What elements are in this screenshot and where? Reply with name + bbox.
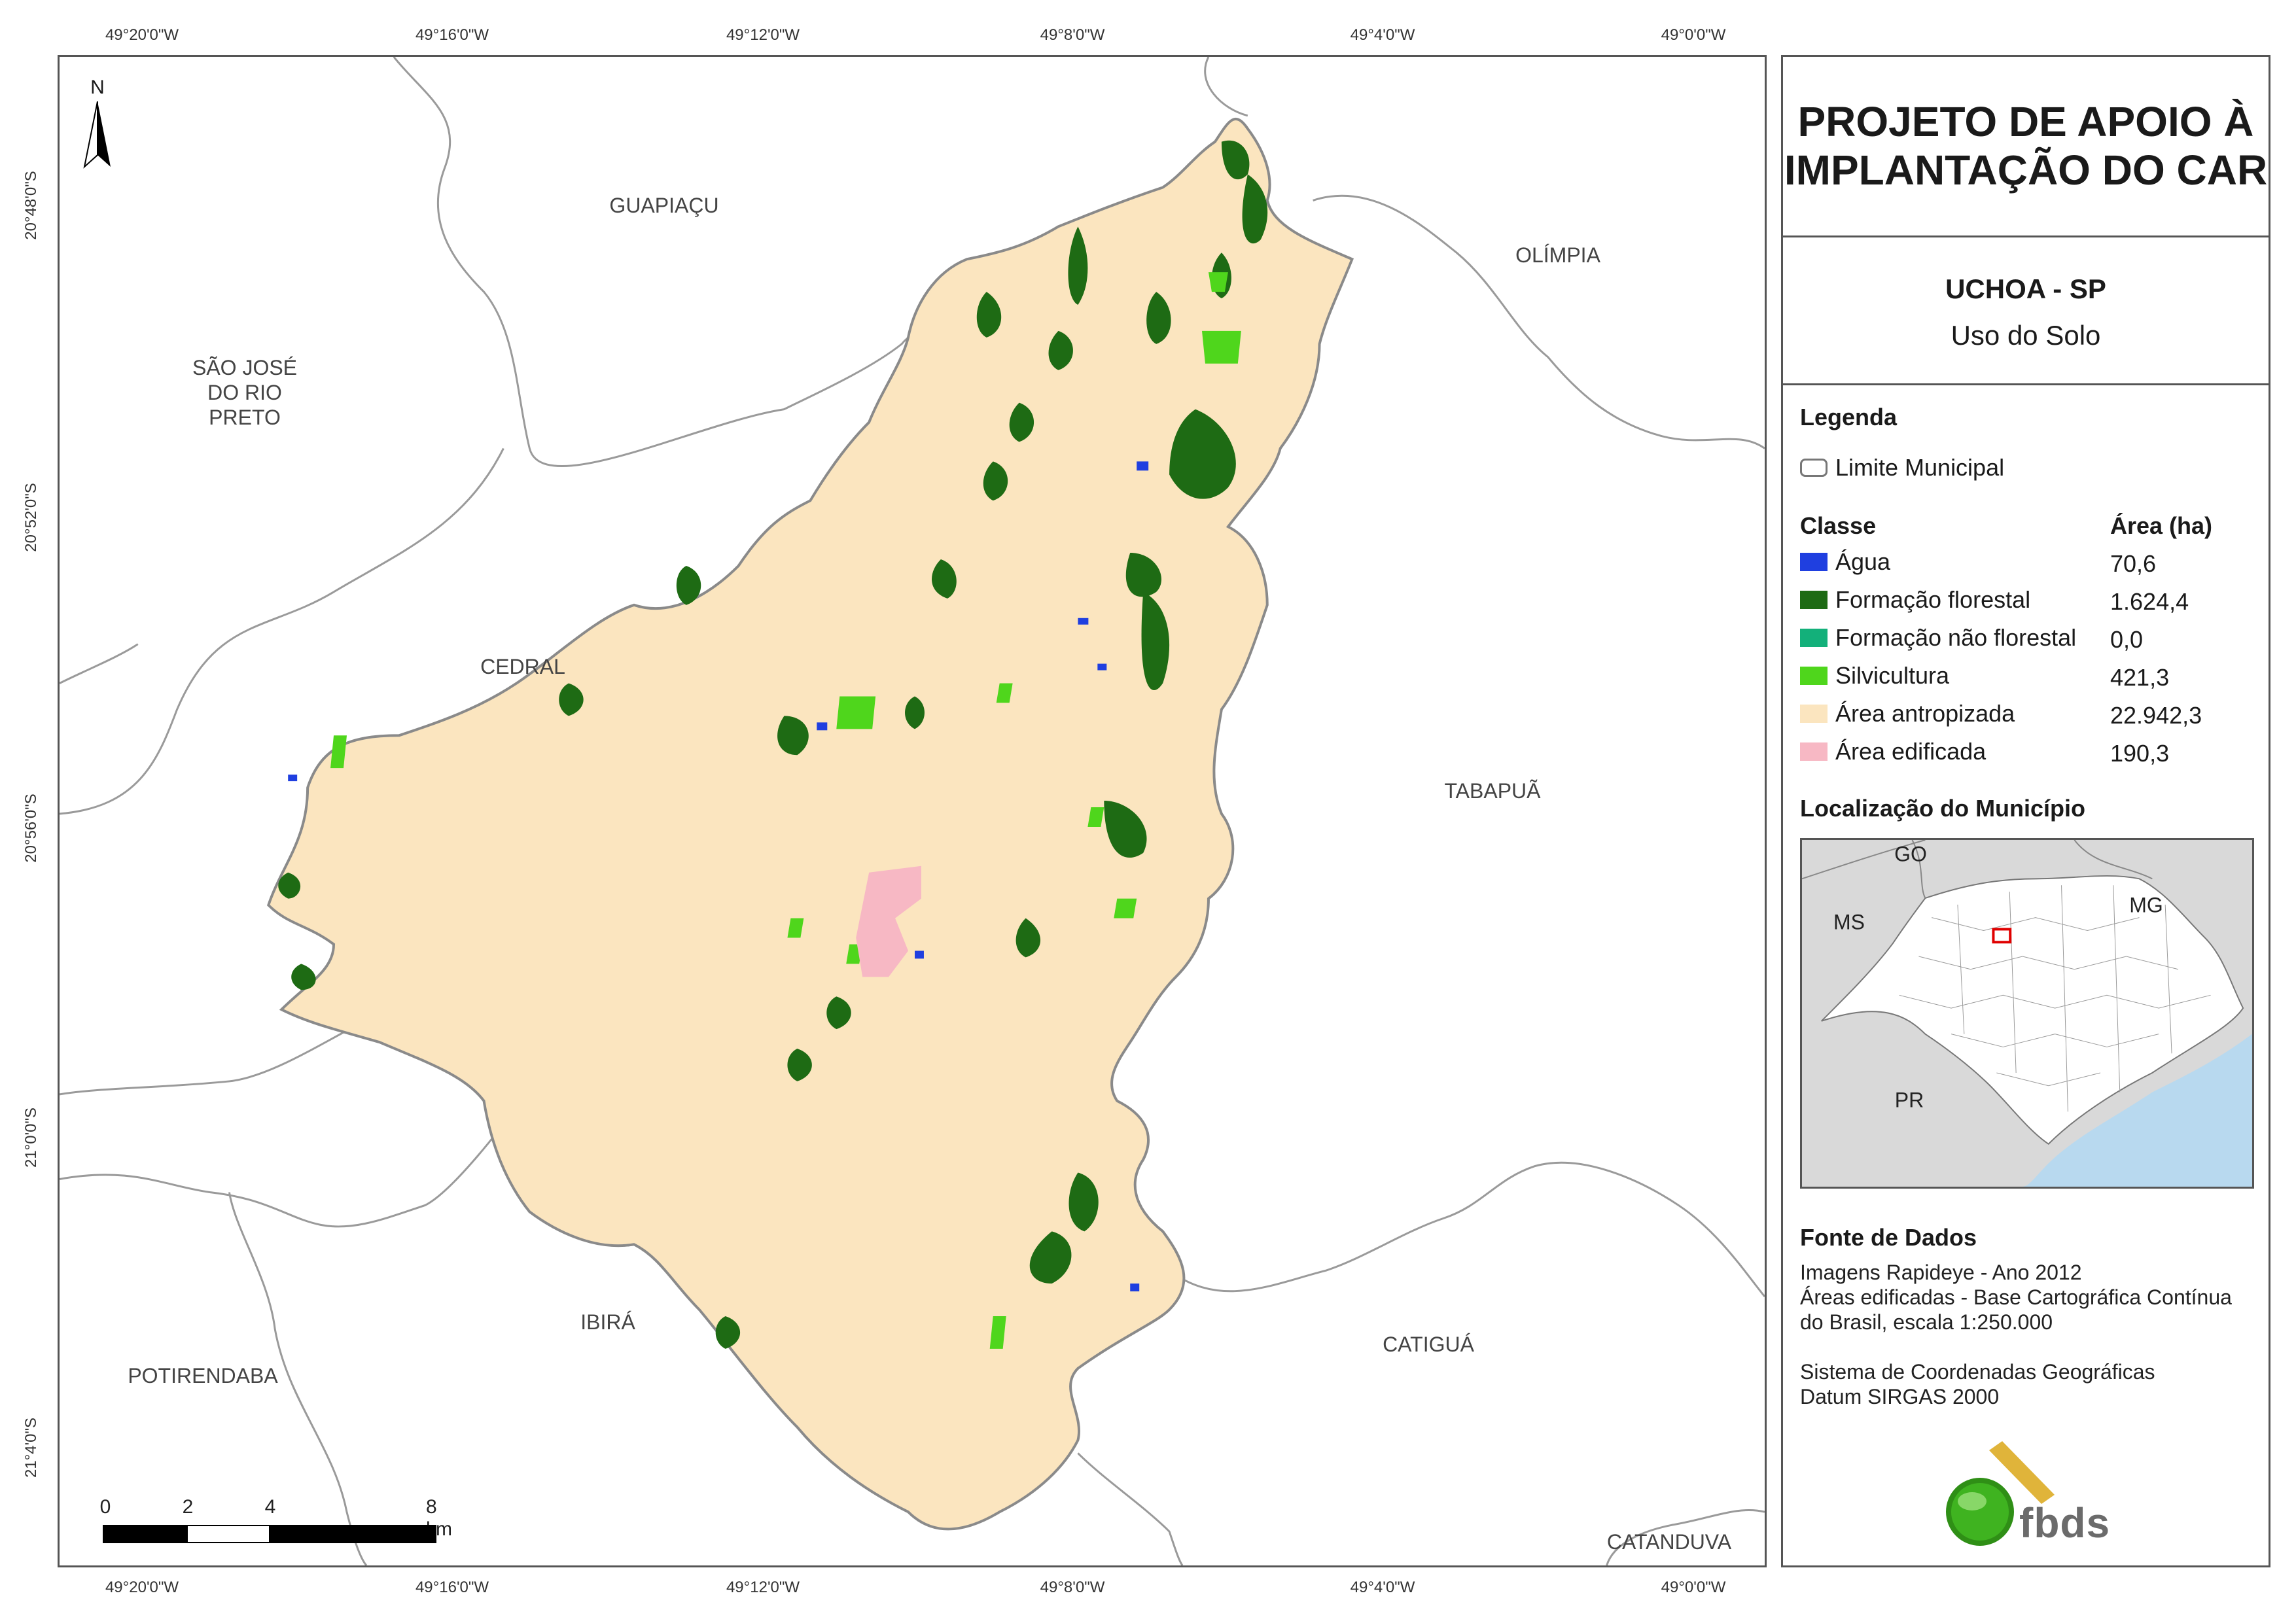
coord-bottom-5: 49°4'0"W	[1350, 1579, 1415, 1596]
silviculture-patches	[330, 272, 1241, 1349]
location-inset-map[interactable]: GO MS MG PR	[1800, 838, 2254, 1189]
label-sao-jose-3: PRETO	[209, 405, 281, 429]
legend-label-area-antropizada: Área antropizada	[1835, 700, 2015, 727]
legend-row-agua: Água	[1800, 548, 1891, 575]
sources-heading: Fonte de Dados	[1800, 1224, 1977, 1251]
fbds-logo: fbds	[1943, 1439, 2133, 1550]
legend-area-area-edificada: 190,3	[2110, 740, 2170, 767]
coord-top-3: 49°12'0"W	[726, 26, 800, 44]
legend-row-area-antropizada: Área antropizada	[1800, 700, 2015, 727]
scale-bar: 0 2 4 8 km	[79, 1496, 452, 1548]
inset-highlight-box	[1992, 928, 2012, 944]
coord-top-4: 49°8'0"W	[1040, 26, 1105, 44]
label-ibira: IBIRÁ	[580, 1310, 635, 1334]
legend-row-formacao-florestal: Formação florestal	[1800, 586, 2031, 613]
label-olimpia: OLÍMPIA	[1515, 243, 1600, 267]
swatch-area-antropizada	[1800, 705, 1828, 723]
legend-row-formacao-nao-florestal: Formação não florestal	[1800, 624, 2077, 651]
legend-area-area-antropizada: 22.942,3	[2110, 702, 2202, 729]
source-line-1: Imagens Rapideye - Ano 2012	[1800, 1261, 2082, 1284]
area-heading: Área (ha)	[2110, 512, 2213, 539]
label-cedral: CEDRAL	[480, 654, 565, 678]
inset-map-graphic	[1802, 840, 2252, 1187]
limit-label: Limite Municipal	[1835, 454, 2005, 481]
scale-label-2: 2	[182, 1496, 194, 1518]
water-bodies	[288, 461, 1149, 1292]
scale-segment-2	[186, 1525, 270, 1543]
source-line-2: Áreas edificadas - Base Cartográfica Con…	[1800, 1285, 2232, 1309]
uchoa-boundary	[266, 118, 1354, 1531]
swatch-formacao-nao-florestal	[1800, 629, 1828, 647]
title-line-2: IMPLANTAÇÃO DO CAR	[1784, 146, 2268, 194]
legend-label-formacao-nao-florestal: Formação não florestal	[1835, 624, 2077, 651]
inset-label-ms: MS	[1833, 910, 1865, 934]
scale-label-4: 4	[264, 1496, 276, 1518]
fbds-logo-text: fbds	[2019, 1499, 2111, 1546]
legend-area-silvicultura: 421,3	[2110, 664, 2170, 691]
swatch-area-edificada	[1800, 742, 1828, 761]
class-heading: Classe	[1800, 512, 1877, 539]
legend-row-area-edificada: Área edificada	[1800, 738, 1987, 765]
label-guapiacu: GUAPIAÇU	[609, 193, 719, 217]
title-line-1: PROJETO DE APOIO À	[1797, 97, 2254, 145]
scale-segment-3	[269, 1525, 436, 1543]
coord-left-2: 20°52'0"S	[22, 483, 40, 552]
land-use-map	[60, 57, 1765, 1565]
forest-patches	[278, 140, 1268, 1349]
coord-top-2: 49°16'0"W	[415, 26, 489, 44]
location-heading: Localização do Município	[1800, 795, 2086, 822]
coord-bottom-3: 49°12'0"W	[726, 1579, 800, 1596]
coord-bottom-6: 49°0'0"W	[1661, 1579, 1726, 1596]
coord-top-1: 49°20'0"W	[105, 26, 179, 44]
coord-top-6: 49°0'0"W	[1661, 26, 1726, 44]
map-title: PROJETO DE APOIO À IMPLANTAÇÃO DO CAR	[1784, 98, 2267, 194]
title-box: PROJETO DE APOIO À IMPLANTAÇÃO DO CAR	[1783, 57, 2269, 237]
fbds-logo-icon	[1946, 1441, 2055, 1546]
coord-top-5: 49°4'0"W	[1350, 26, 1415, 44]
legend-area-formacao-nao-florestal: 0,0	[2110, 626, 2144, 653]
municipality-name: UCHOA - SP	[1945, 273, 2106, 304]
swatch-silvicultura	[1800, 667, 1828, 685]
legend-area-formacao-florestal: 1.624,4	[2110, 588, 2189, 615]
legend-row-silvicultura: Silvicultura	[1800, 662, 1950, 689]
inset-label-mg: MG	[2129, 893, 2163, 917]
coord-left-4: 21°0'0"S	[22, 1107, 40, 1168]
coord-left-5: 21°4'0"S	[22, 1417, 40, 1478]
coord-left-3: 20°56'0"S	[22, 794, 40, 863]
label-sao-jose-2: DO RIO	[207, 380, 282, 404]
scale-segment-1	[103, 1525, 188, 1543]
map-theme: Uso do Solo	[1951, 320, 2101, 351]
side-panel: PROJETO DE APOIO À IMPLANTAÇÃO DO CAR UC…	[1781, 55, 2270, 1567]
coord-bottom-2: 49°16'0"W	[415, 1579, 489, 1596]
built-up-area	[856, 865, 921, 977]
north-arrow-icon: N	[78, 77, 117, 175]
label-potirendaba: POTIRENDABA	[128, 1363, 278, 1387]
coord-left-1: 20°48'0"S	[22, 171, 40, 240]
label-tabapua: TABAPUÃ	[1444, 778, 1541, 803]
source-line-6: Datum SIRGAS 2000	[1800, 1385, 2000, 1408]
source-line-5: Sistema de Coordenadas Geográficas	[1800, 1360, 2155, 1384]
label-catanduva: CATANDUVA	[1606, 1529, 1732, 1554]
label-sao-jose-1: SÃO JOSÉ	[192, 355, 298, 379]
limit-swatch	[1800, 459, 1828, 477]
coord-bottom-1: 49°20'0"W	[105, 1579, 179, 1596]
inset-label-go: GO	[1894, 842, 1927, 866]
legend-area-agua: 70,6	[2110, 550, 2157, 577]
legend-label-formacao-florestal: Formação florestal	[1835, 586, 2031, 613]
swatch-formacao-florestal	[1800, 591, 1828, 609]
legend-label-agua: Água	[1835, 548, 1891, 575]
legend-label-silvicultura: Silvicultura	[1835, 662, 1950, 689]
scale-label-0: 0	[99, 1496, 111, 1518]
legend-label-area-edificada: Área edificada	[1835, 738, 1987, 765]
north-label: N	[90, 77, 105, 98]
label-catigua: CATIGUÁ	[1383, 1332, 1474, 1356]
subtitle-box: UCHOA - SP Uso do Solo	[1783, 237, 2269, 385]
inset-label-pr: PR	[1894, 1088, 1924, 1112]
legend-heading: Legenda	[1800, 404, 1898, 430]
swatch-agua	[1800, 553, 1828, 571]
coord-bottom-4: 49°8'0"W	[1040, 1579, 1105, 1596]
source-line-3: do Brasil, escala 1:250.000	[1800, 1310, 2053, 1334]
map-frame[interactable]: GUAPIAÇU OLÍMPIA SÃO JOSÉ DO RIO PRETO C…	[58, 55, 1767, 1567]
legend-limit-row: Limite Municipal	[1800, 454, 2005, 481]
